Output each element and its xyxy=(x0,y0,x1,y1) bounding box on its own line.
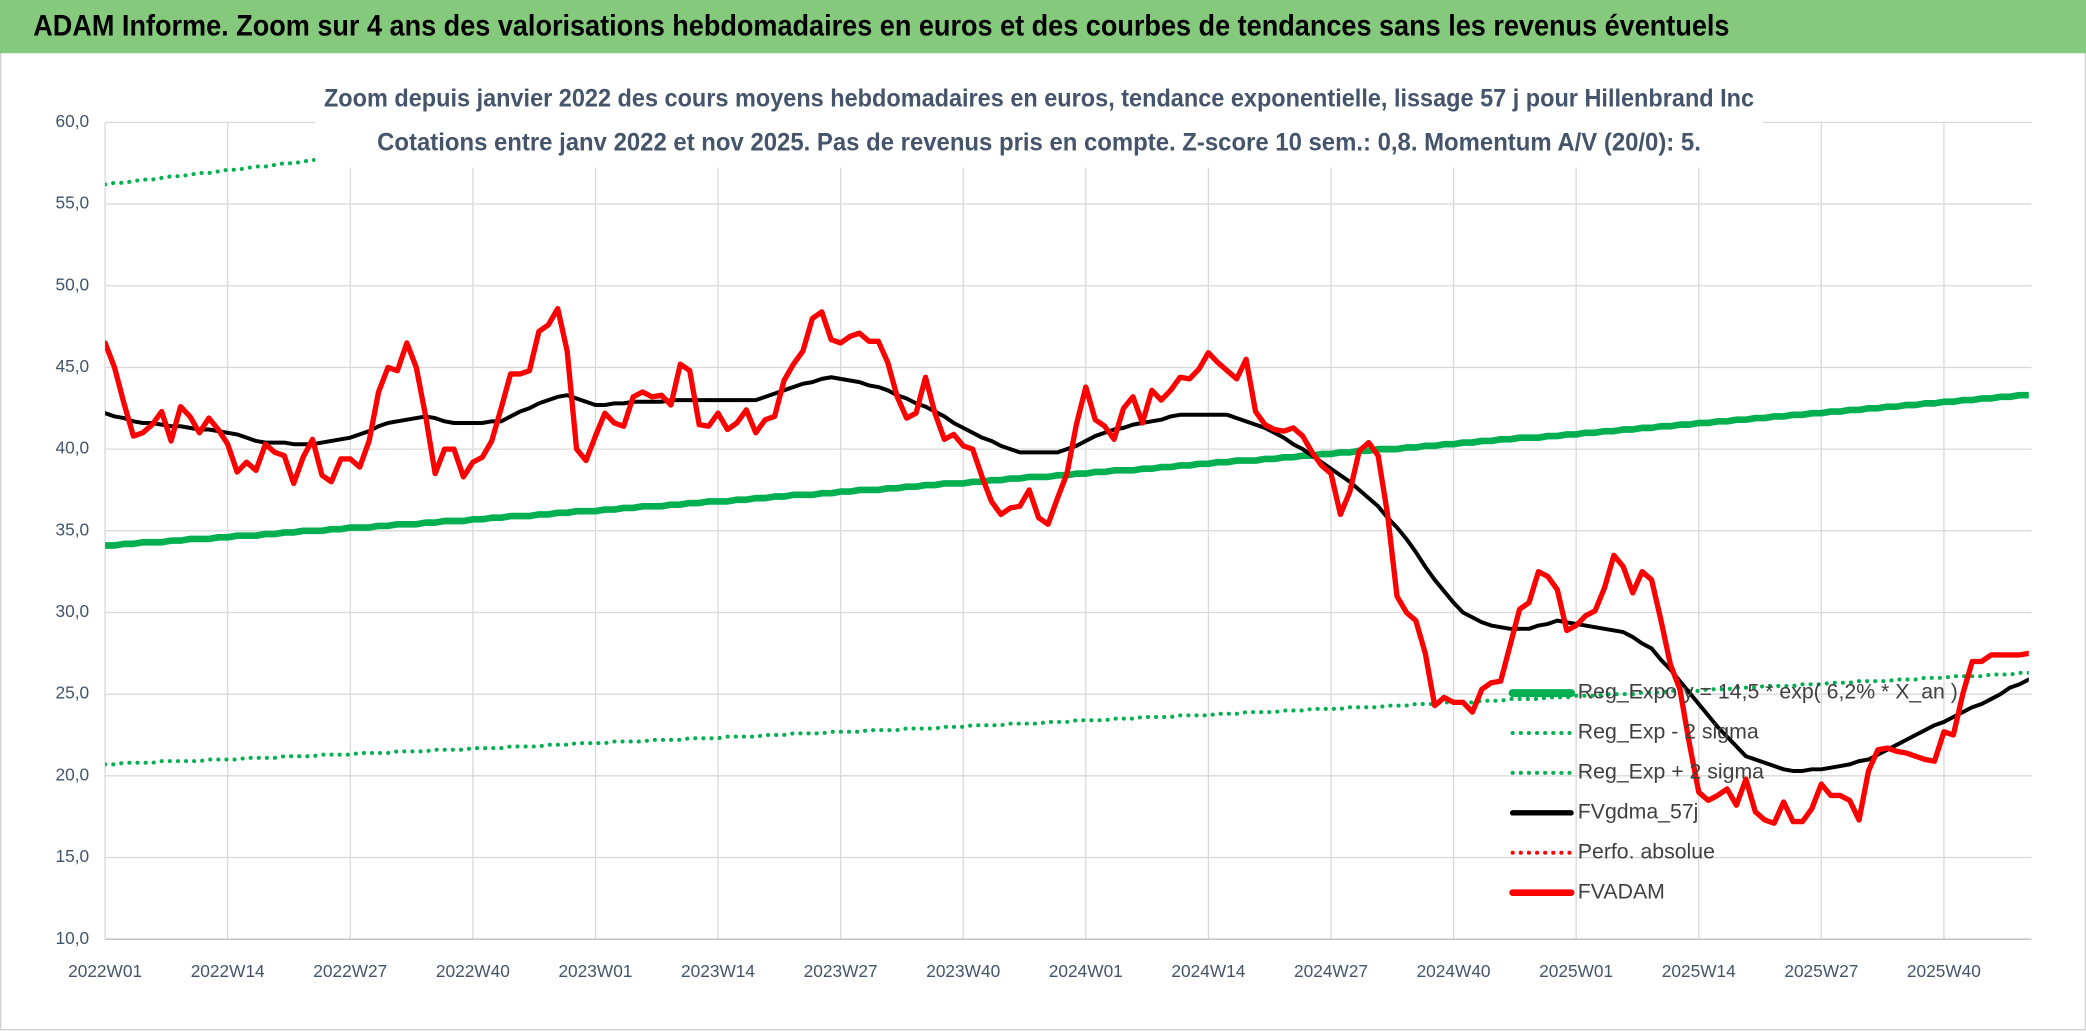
y-tick-label: 45,0 xyxy=(55,356,89,376)
x-tick-label: 2023W01 xyxy=(558,961,632,981)
legend-label: Reg_Exp + 2 sigma xyxy=(1578,760,1764,784)
chart-frame xyxy=(0,49,2086,1031)
legend-label: Reg_Expo y = 14,5 * exp( 6,2% * X_an ) xyxy=(1578,680,1958,704)
y-tick-label: 35,0 xyxy=(55,519,89,539)
y-tick-label: 30,0 xyxy=(55,601,89,621)
series-line xyxy=(105,670,2029,767)
grid: 10,0 15,0 20,0 25,0 30,0 35,0 40,0 45,0 50,0 55,0… xyxy=(55,111,2032,981)
x-tick-label: 2022W14 xyxy=(191,961,265,981)
y-tick-label: 40,0 xyxy=(55,438,89,458)
legend-label: FVgdma_57j xyxy=(1578,799,1699,823)
subtitle: Zoom depuis janvier 2022 des cours moyen… xyxy=(324,84,1754,112)
y-tick-label: 20,0 xyxy=(55,764,89,784)
legend-label: Perfo. absolue xyxy=(1578,839,1715,863)
plot-area xyxy=(105,122,2029,826)
subtitle-box xyxy=(315,77,1763,168)
y-tick-label: 55,0 xyxy=(55,193,89,213)
title-bar xyxy=(0,0,2086,54)
y-tick-label: 60,0 xyxy=(55,111,89,131)
x-tick-label: 2025W14 xyxy=(1662,961,1736,981)
x-tick-label: 2024W40 xyxy=(1417,961,1491,981)
y-tick-label: 15,0 xyxy=(55,846,89,866)
x-tick-label: 2025W27 xyxy=(1784,961,1858,981)
y-tick-label: 10,0 xyxy=(55,928,89,948)
legend: Reg_Expo y = 14,5 * exp( 6,2% * X_an ) Re… xyxy=(1508,680,1958,903)
x-tick-label: 2022W27 xyxy=(313,961,387,981)
x-tick-label: 2024W27 xyxy=(1294,961,1368,981)
series-line xyxy=(105,305,2029,826)
x-tick-label: 2022W40 xyxy=(436,961,510,981)
x-tick-label: 2023W14 xyxy=(681,961,755,981)
legend-label: Reg_Exp - 2 sigma xyxy=(1578,720,1759,744)
y-tick-label: 50,0 xyxy=(55,274,89,294)
x-tick-label: 2025W40 xyxy=(1907,961,1981,981)
y-tick-label: 25,0 xyxy=(55,683,89,703)
x-tick-label: 2023W40 xyxy=(926,961,1000,981)
legend-label: FVADAM xyxy=(1578,879,1665,903)
x-tick-label: 2024W14 xyxy=(1171,961,1245,981)
x-tick-label: 2022W01 xyxy=(68,961,142,981)
x-tick-label: 2024W01 xyxy=(1049,961,1123,981)
subtitle: Cotations entre janv 2022 et nov 2025. P… xyxy=(377,128,1701,156)
chart-title: ADAM Informe. Zoom sur 4 ans des valoris… xyxy=(33,11,1729,43)
x-tick-label: 2023W27 xyxy=(804,961,878,981)
x-tick-label: 2025W01 xyxy=(1539,961,1613,981)
